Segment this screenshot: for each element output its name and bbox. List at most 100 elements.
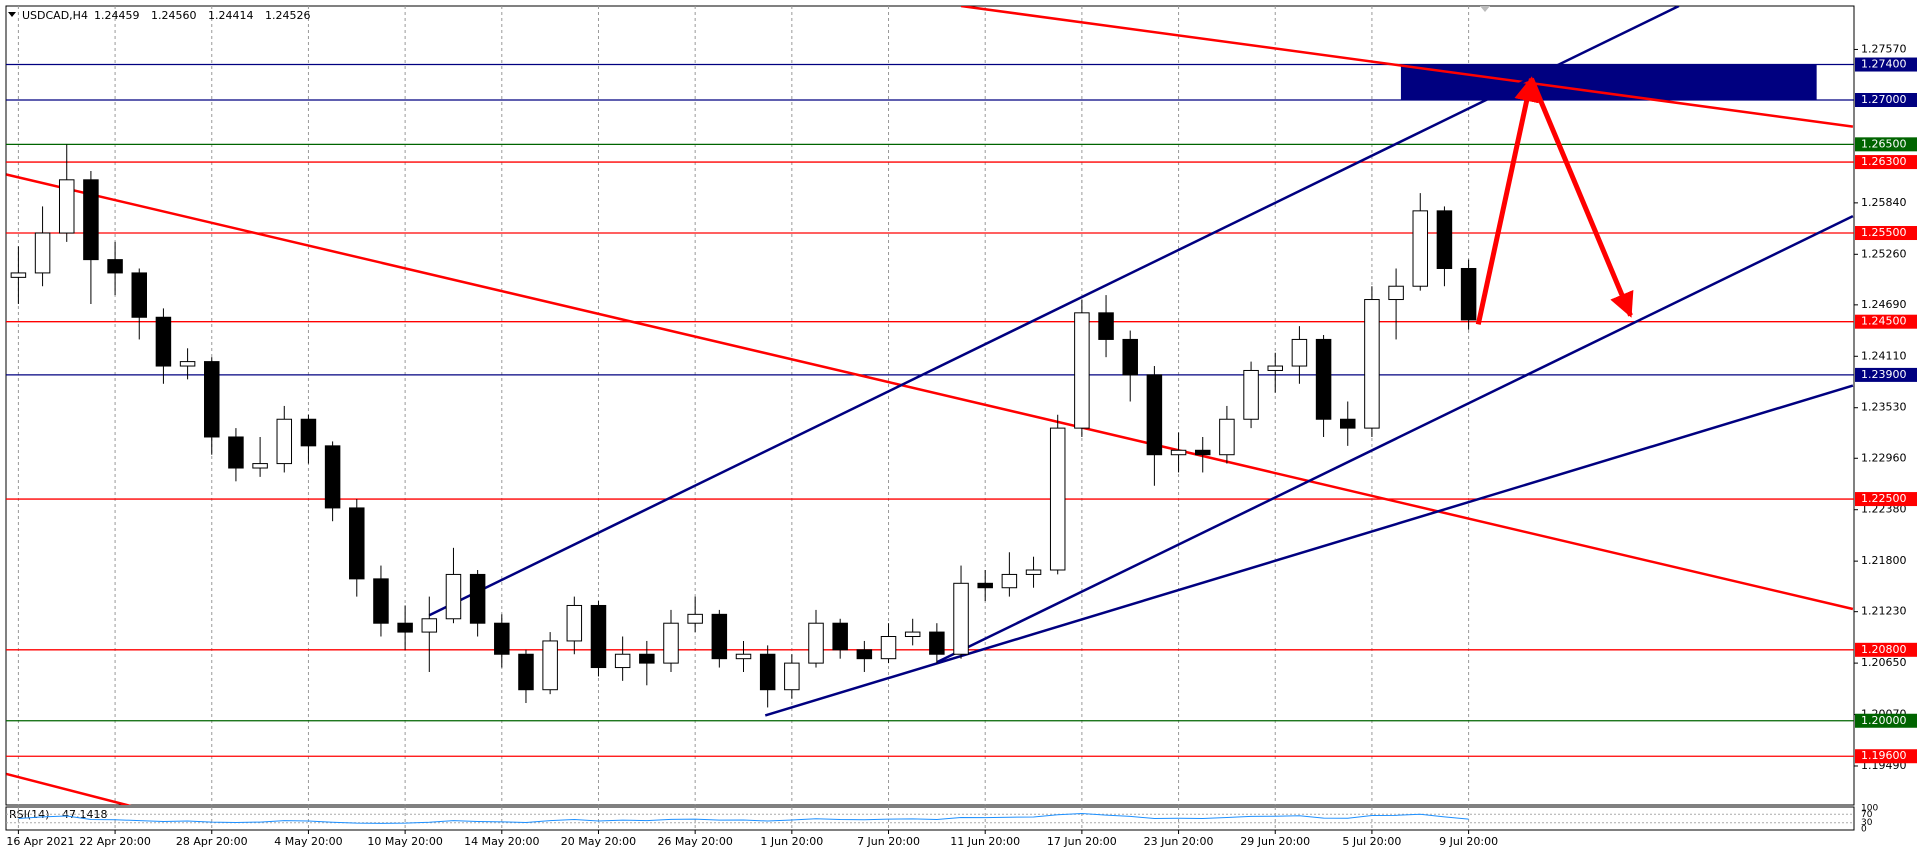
candle-body [421, 618, 438, 633]
rsi-tick-label: 70 [1861, 810, 1873, 820]
candle-body [1049, 427, 1066, 571]
candle-body [58, 179, 75, 234]
trendline [960, 6, 1854, 128]
x-tick-label: 7 Jun 20:00 [857, 835, 920, 848]
menu-triangle [8, 12, 16, 17]
candle-body [590, 604, 607, 669]
x-tick-label: 9 Jul 20:00 [1439, 835, 1498, 848]
y-tick-label: 1.20650 [1861, 656, 1907, 669]
level-label: 1.22500 [1861, 492, 1907, 505]
candle-body [1194, 449, 1211, 456]
x-tick-label: 28 Apr 20:00 [176, 835, 248, 848]
quote-low: 1.24414 [208, 9, 254, 22]
level-label-box [1855, 93, 1917, 107]
x-tick-label: 5 Jul 20:00 [1342, 835, 1401, 848]
y-tick-label: 1.24110 [1861, 349, 1907, 362]
candle-body [1412, 210, 1429, 287]
rsi-label: RSI(14) [9, 808, 49, 821]
level-label-box [1855, 155, 1917, 170]
level-label-box [1855, 492, 1917, 507]
x-tick-label: 10 May 20:00 [367, 835, 442, 848]
candle-body [518, 653, 534, 691]
candle-body [494, 622, 510, 655]
y-tick-label: 1.25260 [1861, 247, 1907, 260]
candle-body [204, 361, 220, 438]
x-tick-label: 22 Apr 20:00 [79, 835, 151, 848]
x-tick-label: 29 Jun 20:00 [1240, 835, 1310, 848]
x-tick-label: 20 May 20:00 [561, 835, 636, 848]
arrow [1529, 77, 1634, 318]
y-tick-label: 1.21800 [1861, 554, 1907, 567]
candle-body [1436, 210, 1453, 269]
y-tick-label: 1.24690 [1861, 298, 1907, 311]
candle-body [1243, 369, 1259, 420]
plot-frame [5, 5, 1855, 806]
level-label: 1.26500 [1861, 137, 1907, 150]
y-tick-label: 1.21230 [1861, 605, 1907, 618]
x-tick-label: 14 May 20:00 [464, 835, 539, 848]
candle-body [542, 640, 558, 691]
candle-body [1291, 338, 1308, 367]
candle-body [759, 653, 776, 691]
rsi-tick-label: 30 [1861, 818, 1873, 828]
candle-body [977, 582, 993, 589]
x-tick-label: 16 Apr 2021 [6, 835, 74, 848]
level-label: 1.20800 [1861, 643, 1907, 656]
level-label: 1.19600 [1861, 749, 1907, 762]
quote-high: 1.24560 [151, 9, 197, 22]
rsi-tick-label: 100 [1861, 804, 1878, 814]
candle-body [832, 622, 848, 651]
shift-marker [1480, 6, 1490, 12]
candle-body [349, 507, 365, 580]
x-tick-label: 4 May 20:00 [274, 835, 342, 848]
candle-body [687, 613, 703, 624]
candle-body [324, 445, 341, 509]
candle-body [1388, 285, 1404, 301]
candle-body [1364, 299, 1380, 429]
rsi-value: 47.1418 [62, 808, 108, 821]
candle-body [300, 418, 317, 447]
trendline [764, 384, 1854, 717]
candle-body [566, 604, 583, 642]
level-label: 1.27000 [1861, 93, 1907, 106]
candle-body [1074, 312, 1090, 429]
level-label: 1.20000 [1861, 714, 1907, 727]
candle-body [1025, 569, 1042, 575]
y-tick-label: 1.23530 [1861, 401, 1907, 414]
y-tick-label: 1.22960 [1861, 451, 1907, 464]
candle-body [131, 272, 148, 318]
level-label: 1.27400 [1861, 58, 1907, 71]
y-tick-label: 1.25840 [1861, 196, 1907, 209]
symbol: USDCAD,H4 [22, 9, 88, 22]
candle-body [107, 259, 123, 274]
arrow [1475, 76, 1539, 325]
candle-body [1339, 418, 1356, 429]
x-tick-label: 17 Jun 20:00 [1047, 835, 1117, 848]
candle-body [880, 636, 897, 660]
candle-body [1146, 374, 1163, 456]
level-label-box [1855, 226, 1917, 241]
level-label-box [1855, 642, 1917, 657]
candle-body [1267, 365, 1283, 371]
candle-body [397, 622, 413, 633]
candle-body [83, 179, 99, 261]
candle-body [1098, 312, 1114, 340]
candle-body [1170, 449, 1187, 456]
candle-body [373, 578, 389, 624]
candle-body [953, 582, 969, 655]
candle-body [784, 662, 800, 691]
candle-body [1460, 267, 1477, 321]
trendline [936, 215, 1854, 664]
candle-body [1001, 573, 1018, 589]
x-tick-label: 1 Jun 20:00 [760, 835, 823, 848]
candle-body [735, 653, 752, 660]
candle-body [1315, 338, 1332, 420]
x-tick-label: 11 Jun 20:00 [950, 835, 1020, 848]
candle-body [252, 463, 268, 469]
candle-body [614, 653, 631, 669]
candle-body [856, 649, 873, 660]
level-label-box [1855, 57, 1917, 72]
rsi-frame [5, 806, 1855, 831]
